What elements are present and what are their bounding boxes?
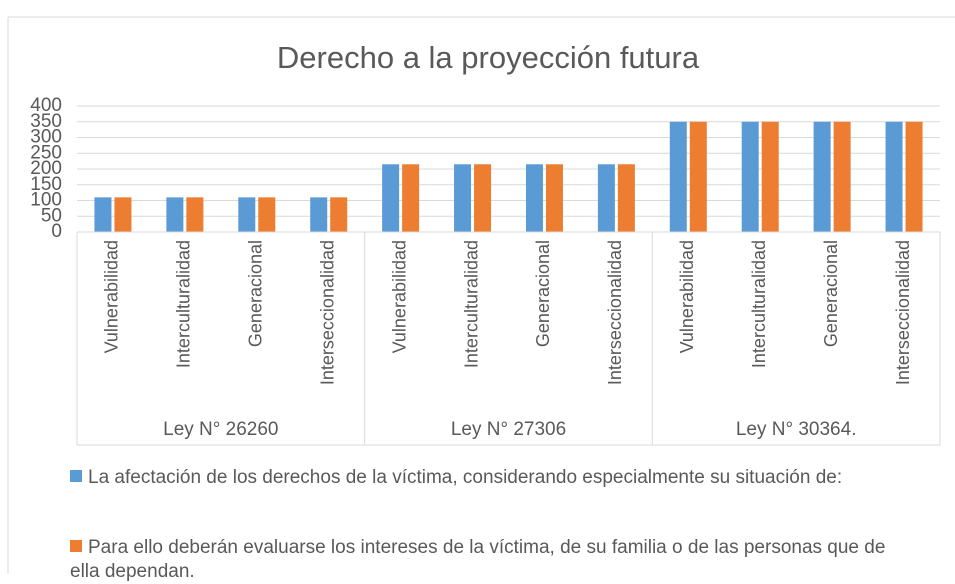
- legend-entry: Para ello deberán evaluarse los interese…: [70, 536, 920, 584]
- bar: [597, 164, 615, 232]
- bar: [741, 121, 759, 232]
- bar: [525, 164, 543, 232]
- bar: [258, 197, 276, 232]
- y-tick-label: 300: [30, 127, 62, 148]
- bar: [813, 121, 831, 232]
- bar: [382, 164, 400, 232]
- legend-label: Para ello deberán evaluarse los interese…: [70, 537, 886, 582]
- x-tick-label: Generacional: [821, 240, 841, 347]
- bar: [545, 164, 563, 232]
- x-tick-label: Interseccionalidad: [605, 240, 625, 385]
- bar: [689, 121, 707, 232]
- x-tick-label: Interculturalidad: [749, 240, 769, 368]
- x-tick-label: Interseccionalidad: [317, 240, 337, 385]
- x-tick-label: Interculturalidad: [461, 240, 481, 368]
- group-label: Ley N° 26260: [163, 419, 278, 440]
- bar: [885, 121, 903, 232]
- y-tick-label: 250: [30, 142, 62, 163]
- bar: [905, 121, 923, 232]
- x-tick-label: Vulnerabilidad: [102, 240, 122, 353]
- bar: [833, 121, 851, 232]
- bar: [454, 164, 472, 232]
- x-tick-label: Vulnerabilidad: [677, 240, 697, 353]
- x-tick-label: Generacional: [533, 240, 553, 347]
- y-tick-label: 0: [51, 221, 62, 242]
- chart-title: Derecho a la proyección futura: [277, 40, 700, 75]
- bar: [94, 197, 112, 232]
- x-tick-label: Vulnerabilidad: [389, 240, 409, 353]
- bar: [761, 121, 779, 232]
- bar: [617, 164, 635, 232]
- y-tick-label: 200: [30, 158, 62, 179]
- y-tick-label: 50: [41, 205, 62, 226]
- legend-swatch: [70, 470, 82, 482]
- bar: [310, 197, 328, 232]
- y-tick-label: 100: [30, 190, 62, 211]
- group-label: Ley N° 27306: [451, 419, 566, 440]
- x-tick-label: Interseccionalidad: [893, 240, 913, 385]
- legend-label: La afectación de los derechos de la víct…: [88, 467, 843, 488]
- bar: [330, 197, 348, 232]
- bar: [238, 197, 256, 232]
- group-label: Ley N° 30364.: [736, 419, 857, 440]
- legend-entry: La afectación de los derechos de la víct…: [70, 466, 920, 490]
- bar: [669, 121, 687, 232]
- y-tick-label: 350: [30, 111, 62, 132]
- y-tick-label: 400: [30, 95, 62, 116]
- legend-swatch: [70, 540, 82, 552]
- x-tick-label: Interculturalidad: [174, 240, 194, 368]
- y-tick-label: 150: [30, 174, 62, 195]
- x-tick-label: Generacional: [246, 240, 266, 347]
- bar: [186, 197, 204, 232]
- bar: [114, 197, 132, 232]
- bar: [474, 164, 492, 232]
- bar: [402, 164, 420, 232]
- bar: [166, 197, 184, 232]
